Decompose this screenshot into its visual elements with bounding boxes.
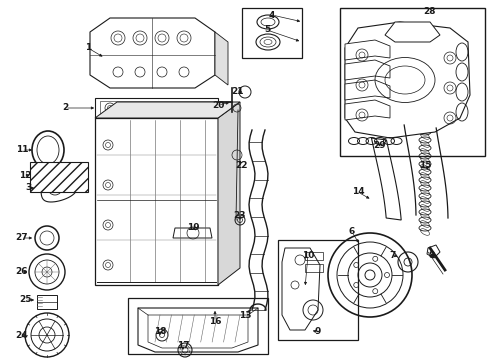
Polygon shape <box>215 32 227 85</box>
Text: 7: 7 <box>389 251 395 260</box>
Bar <box>37 295 57 309</box>
Text: 25: 25 <box>19 296 31 305</box>
Polygon shape <box>371 138 400 220</box>
Bar <box>100 101 213 115</box>
Text: 15: 15 <box>418 161 430 170</box>
Bar <box>305 252 323 260</box>
Text: 22: 22 <box>235 161 248 170</box>
Text: 18: 18 <box>153 328 166 337</box>
Text: 6: 6 <box>348 228 354 237</box>
Text: 8: 8 <box>428 251 434 260</box>
Text: 13: 13 <box>238 310 251 320</box>
Text: 20: 20 <box>211 100 224 109</box>
Text: 17: 17 <box>176 341 189 350</box>
Text: 4: 4 <box>268 10 275 19</box>
Bar <box>278 240 357 340</box>
Text: 19: 19 <box>186 224 199 233</box>
Polygon shape <box>282 248 319 330</box>
Text: 5: 5 <box>264 26 269 35</box>
Text: 14: 14 <box>351 188 364 197</box>
Text: 26: 26 <box>16 267 28 276</box>
Polygon shape <box>345 22 469 138</box>
Text: 27: 27 <box>16 234 28 243</box>
Text: 11: 11 <box>16 145 28 154</box>
Text: 24: 24 <box>16 330 28 339</box>
Polygon shape <box>95 102 240 118</box>
Text: 3: 3 <box>25 184 31 193</box>
Bar <box>128 298 267 354</box>
Polygon shape <box>95 118 218 285</box>
Text: 2: 2 <box>62 104 68 112</box>
Polygon shape <box>218 102 240 285</box>
Polygon shape <box>95 98 218 118</box>
Text: 10: 10 <box>301 251 314 260</box>
Text: 16: 16 <box>208 318 221 327</box>
Polygon shape <box>345 60 389 80</box>
Bar <box>305 264 323 272</box>
Text: 12: 12 <box>19 171 31 180</box>
Text: 29: 29 <box>373 140 386 149</box>
Polygon shape <box>148 315 247 348</box>
Polygon shape <box>90 18 215 88</box>
Polygon shape <box>345 40 389 60</box>
Polygon shape <box>30 162 88 192</box>
Bar <box>339 8 484 156</box>
Polygon shape <box>138 308 258 352</box>
Polygon shape <box>384 22 439 42</box>
Polygon shape <box>173 228 212 238</box>
Polygon shape <box>345 80 389 100</box>
Text: 9: 9 <box>314 328 321 337</box>
Bar <box>242 8 302 58</box>
Text: 1: 1 <box>85 44 91 53</box>
Polygon shape <box>41 174 77 202</box>
Polygon shape <box>426 245 439 258</box>
Text: 21: 21 <box>231 87 244 96</box>
Text: 23: 23 <box>233 211 246 220</box>
Polygon shape <box>345 100 389 120</box>
Text: 28: 28 <box>423 8 435 17</box>
